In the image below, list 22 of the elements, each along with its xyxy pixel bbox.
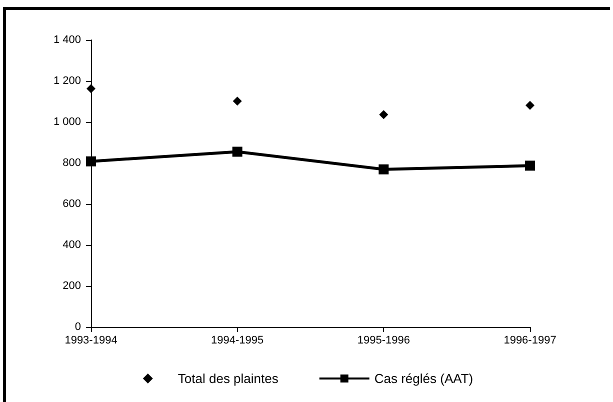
point: [378, 164, 389, 174]
point: [232, 96, 242, 106]
x-tick-label: 1993-1994: [64, 334, 118, 346]
x-tick-label: 1996-1997: [504, 334, 556, 346]
y-tick-label: 200: [62, 280, 81, 292]
y-tick-label: 0: [74, 321, 81, 333]
x-tick-label: 1994-1995: [211, 334, 264, 346]
point: [86, 156, 96, 166]
point: [379, 110, 388, 120]
legend-label: Total des plaintes: [178, 371, 279, 386]
point: [526, 100, 534, 110]
y-tick-label: 800: [62, 157, 81, 169]
legend-label: Cas réglés (AAT): [374, 371, 474, 386]
point: [232, 146, 242, 157]
point: [525, 160, 535, 171]
x-tick-label: 1995-1996: [357, 334, 410, 346]
y-tick-label: 1 200: [53, 75, 81, 87]
y-tick-label: 1 400: [53, 34, 81, 46]
y-tick-label: 1 000: [53, 116, 81, 128]
y-tick-label: 400: [62, 239, 81, 251]
point: [86, 84, 96, 94]
y-tick-label: 600: [62, 198, 81, 210]
